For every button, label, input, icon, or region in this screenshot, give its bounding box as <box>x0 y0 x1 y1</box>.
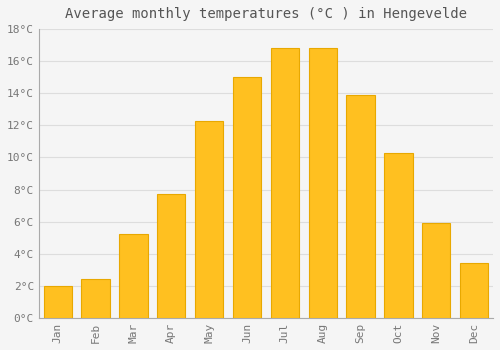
Bar <box>157 194 186 318</box>
Bar <box>346 95 375 318</box>
Bar <box>384 153 412 318</box>
Bar <box>233 77 261 318</box>
Title: Average monthly temperatures (°C ) in Hengevelde: Average monthly temperatures (°C ) in He… <box>65 7 467 21</box>
Bar <box>44 286 72 318</box>
Bar <box>195 120 224 318</box>
Bar <box>119 234 148 318</box>
Bar <box>308 48 337 318</box>
Bar <box>460 264 488 318</box>
Bar <box>270 48 299 318</box>
Bar <box>82 279 110 318</box>
Bar <box>422 223 450 318</box>
